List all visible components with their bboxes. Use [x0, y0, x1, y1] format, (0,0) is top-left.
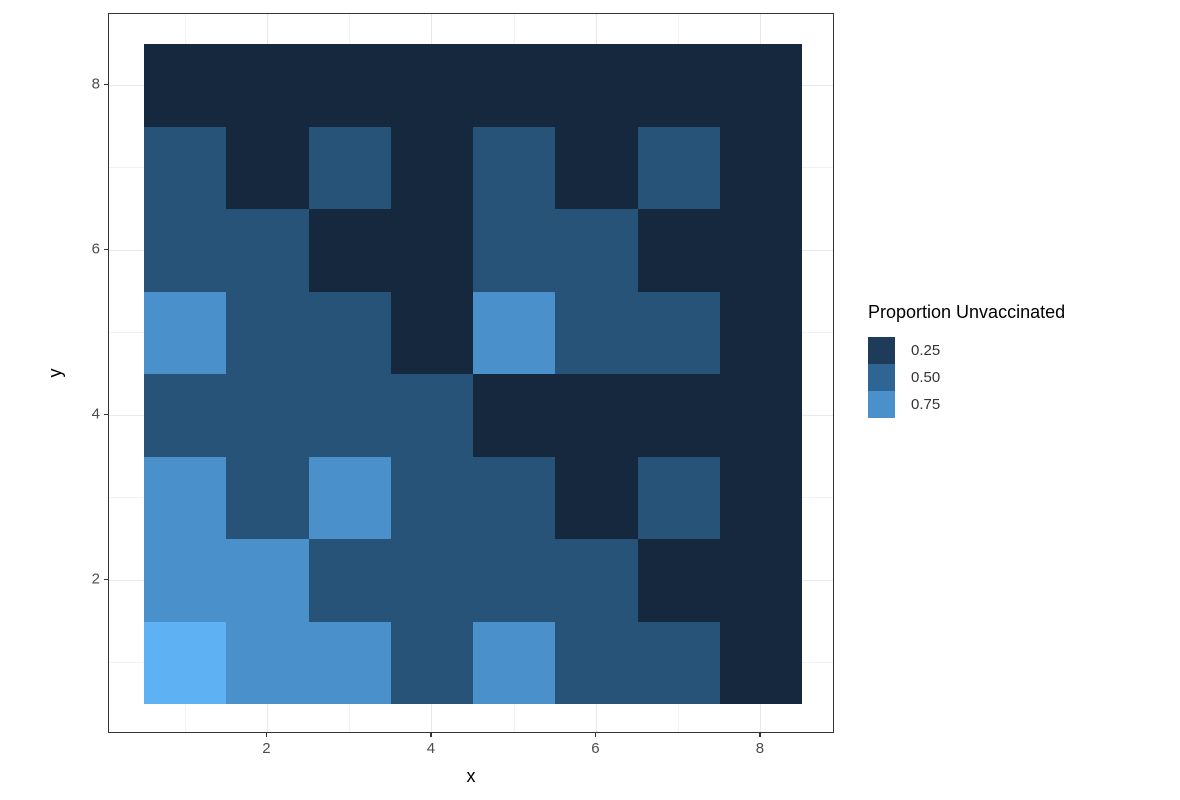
- x-tick-label: 2: [262, 740, 271, 757]
- heatmap-cell: [555, 291, 638, 374]
- x-axis-title: x: [466, 766, 476, 786]
- legend-key-swatch: [868, 363, 895, 391]
- heatmap-cell: [226, 539, 309, 622]
- heatmap-cell: [144, 44, 227, 127]
- legend: Proportion Unvaccinated 0.25 0.50 0.75: [868, 302, 1066, 418]
- heatmap-cell: [226, 209, 309, 292]
- heatmap-cell: [473, 456, 556, 539]
- y-axis-tick: [104, 83, 108, 85]
- heatmap-cell: [144, 209, 227, 292]
- heatmap-cell: [390, 291, 473, 374]
- x-axis-tick: [430, 733, 432, 737]
- heatmap-cell: [226, 621, 309, 704]
- heatmap-cell: [719, 209, 802, 292]
- legend-key-label: 0.50: [911, 368, 941, 386]
- y-tick-label: 6: [91, 240, 100, 258]
- heatmap-cell: [308, 539, 391, 622]
- heatmap-cell: [390, 126, 473, 209]
- heatmap-cell: [473, 291, 556, 374]
- heatmap-cell: [473, 374, 556, 457]
- x-tick-label: 4: [426, 740, 436, 757]
- y-tick-label: 4: [91, 405, 100, 423]
- heatmap-cell: [226, 456, 309, 539]
- legend-key-label: 0.75: [911, 395, 941, 413]
- heatmap-cell: [555, 209, 638, 292]
- heatmap-cell: [308, 44, 391, 127]
- heatmap-cell: [719, 44, 802, 127]
- heatmap-cell: [226, 291, 309, 374]
- legend-item: 0.75: [868, 390, 1065, 418]
- x-tick-label: 8: [755, 740, 765, 757]
- heatmap-cell: [555, 621, 638, 704]
- heatmap-cell: [473, 126, 556, 209]
- heatmap-cell: [719, 291, 802, 374]
- heatmap-cell: [637, 126, 720, 209]
- heatmap-cell: [226, 44, 309, 127]
- x-axis-tick: [594, 733, 597, 737]
- heatmap-cell: [719, 621, 802, 704]
- heatmap-cell: [144, 291, 227, 374]
- y-axis-title: y: [45, 368, 65, 378]
- heatmap-cell: [226, 374, 309, 457]
- legend-key-swatch: [868, 336, 895, 364]
- legend-key-swatch: [868, 390, 895, 418]
- heatmap-cell: [390, 374, 473, 457]
- heatmap-cell: [719, 539, 802, 622]
- x-tick-label: 6: [591, 740, 600, 757]
- heatmap-tiles: [144, 44, 802, 704]
- heatmap-cell: [637, 209, 720, 292]
- legend-key-label: 0.25: [911, 341, 941, 359]
- heatmap-cell: [390, 456, 473, 539]
- heatmap-cell: [719, 126, 802, 209]
- heatmap-cell: [637, 291, 720, 374]
- heatmap-cell: [144, 621, 227, 704]
- heatmap-cell: [144, 374, 227, 457]
- y-tick-label: 8: [91, 75, 100, 93]
- heatmap-cell: [390, 44, 473, 127]
- heatmap-cell: [144, 456, 227, 539]
- y-axis-tick: [104, 578, 108, 580]
- heatmap-cell: [719, 374, 802, 457]
- heatmap-cell: [555, 44, 638, 127]
- heatmap-cell: [555, 126, 638, 209]
- heatmap-cell: [473, 209, 556, 292]
- heatmap-cell: [308, 126, 391, 209]
- legend-title: Proportion Unvaccinated: [868, 302, 1066, 322]
- heatmap-cell: [390, 209, 473, 292]
- heatmap-cell: [473, 539, 556, 622]
- heatmap-cell: [308, 209, 391, 292]
- heatmap-cell: [555, 456, 638, 539]
- legend-item: 0.25: [868, 336, 1065, 364]
- heatmap-cell: [719, 456, 802, 539]
- plot-panel: [108, 13, 834, 733]
- heatmap-cell: [144, 539, 227, 622]
- heatmap-cell: [637, 456, 720, 539]
- heatmap-cell: [226, 126, 309, 209]
- heatmap-cell: [308, 621, 391, 704]
- heatmap-cell: [555, 374, 638, 457]
- x-axis-tick: [265, 733, 268, 737]
- legend-items: 0.25 0.50 0.75: [868, 336, 1065, 418]
- heatmap-cell: [637, 539, 720, 622]
- heatmap-cell: [390, 621, 473, 704]
- heatmap-cell: [555, 539, 638, 622]
- heatmap-cell: [637, 374, 720, 457]
- y-tick-label: 2: [91, 570, 100, 588]
- heatmap-cell: [308, 456, 391, 539]
- heatmap-cell: [390, 539, 473, 622]
- heatmap-cell: [637, 621, 720, 704]
- heatmap-cell: [308, 291, 391, 374]
- legend-item: 0.50: [868, 363, 1065, 391]
- heatmap-cell: [144, 126, 227, 209]
- x-axis-tick: [759, 733, 761, 737]
- y-axis-tick: [104, 248, 108, 250]
- heatmap-cell: [637, 44, 720, 127]
- heatmap-cell: [473, 621, 556, 704]
- heatmap-cell: [473, 44, 556, 127]
- y-axis-tick: [104, 413, 108, 415]
- heatmap-cell: [308, 374, 391, 457]
